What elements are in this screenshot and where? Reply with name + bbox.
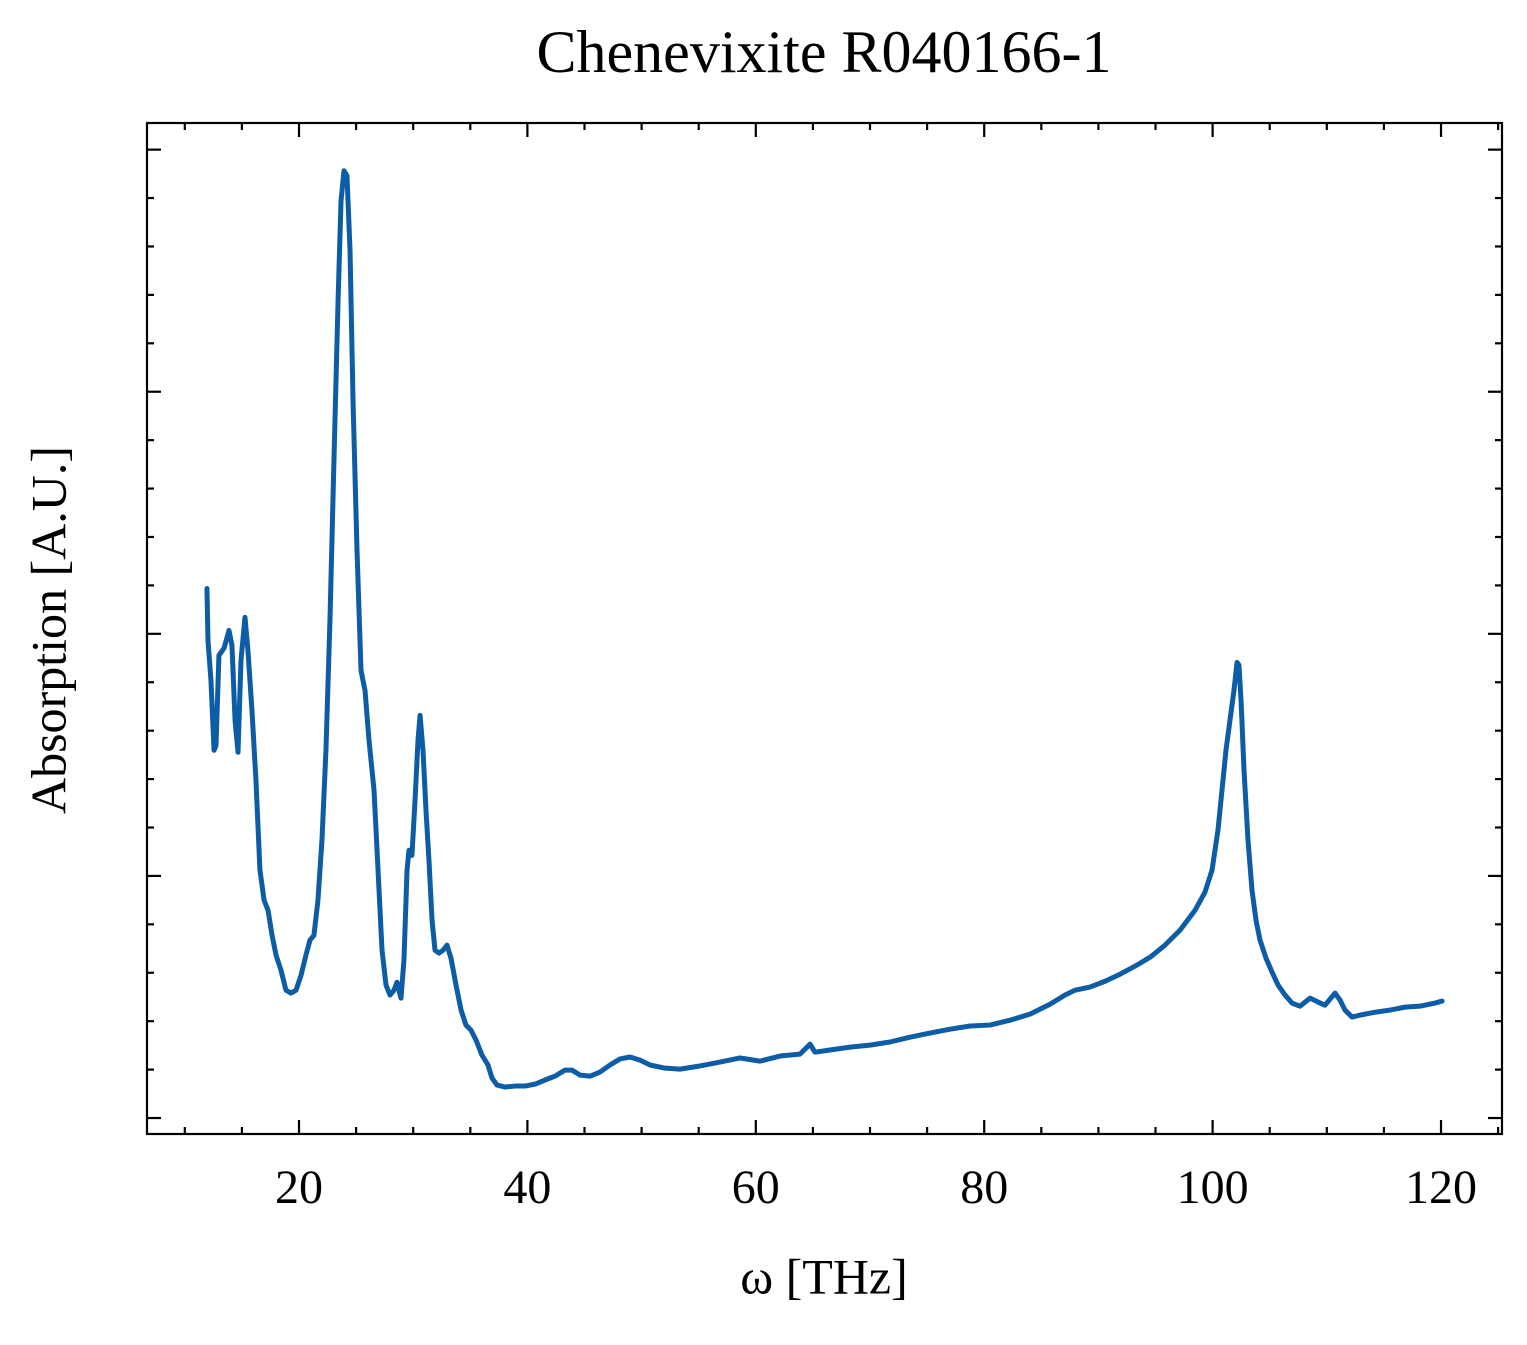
x-tick-label: 120 [1405, 1161, 1477, 1214]
plot-frame [145, 121, 1504, 1136]
spectrum-line [204, 168, 1445, 1090]
x-axis-label: ω [THz] [740, 1248, 908, 1304]
x-tick-label: 20 [275, 1161, 323, 1214]
x-tick-label: 60 [732, 1161, 780, 1214]
x-tick-label: 40 [503, 1161, 551, 1214]
chart-title: Chenevixite R040166-1 [537, 19, 1112, 85]
x-tick-label: 100 [1177, 1161, 1249, 1214]
y-axis-label: Absorption [A.U.] [20, 446, 76, 814]
x-tick-label: 80 [960, 1161, 1008, 1214]
